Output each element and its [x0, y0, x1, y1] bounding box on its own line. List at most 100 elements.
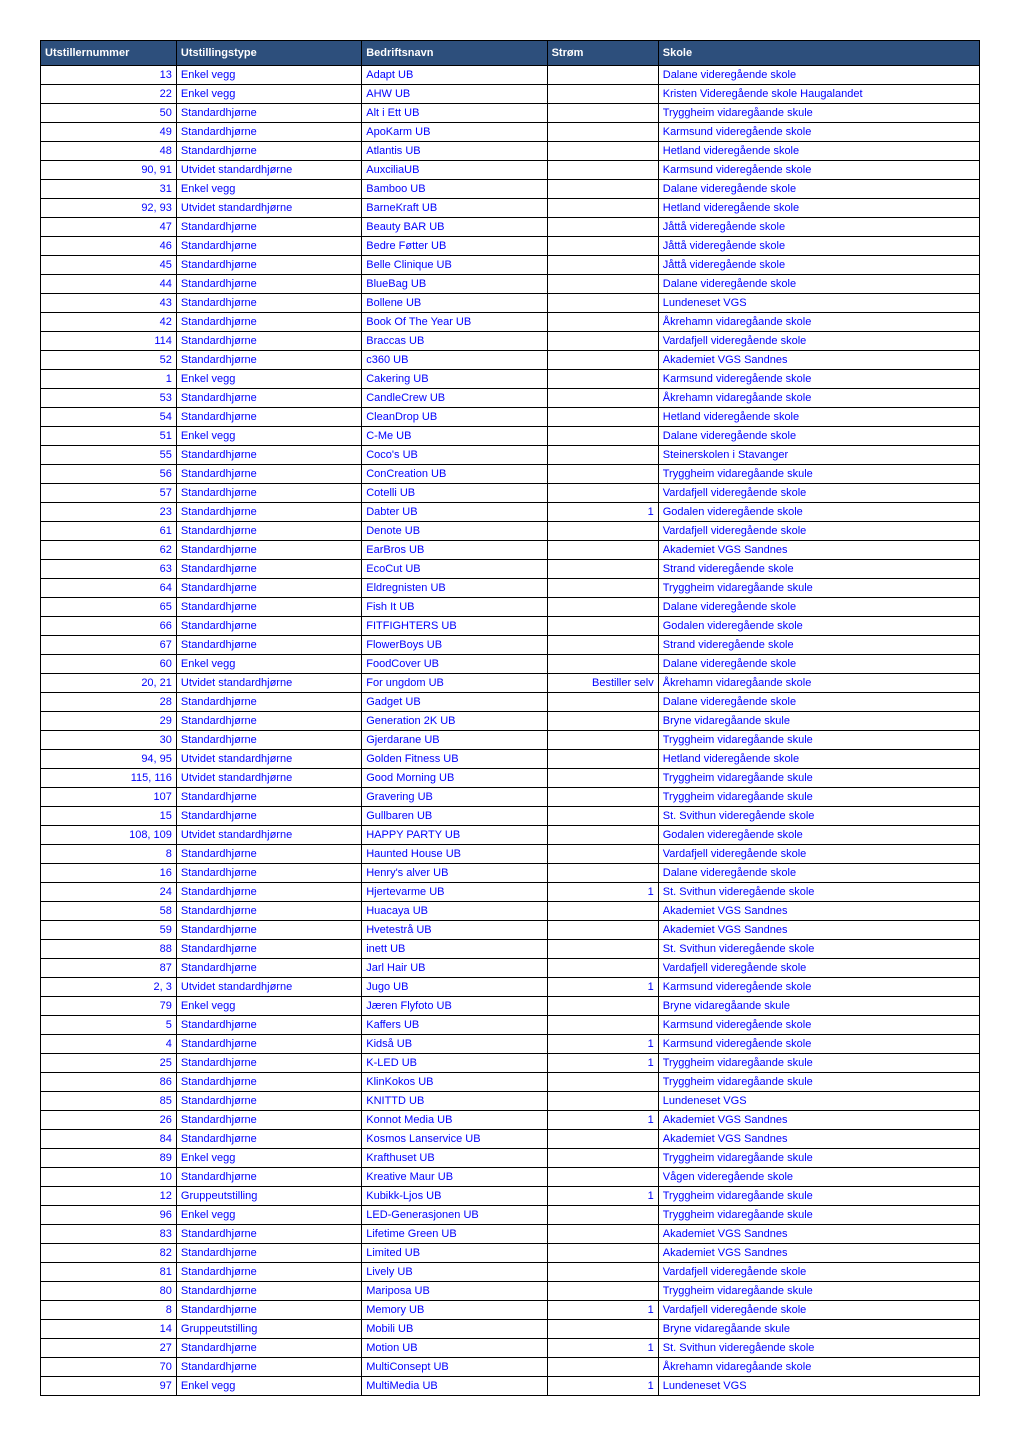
table-cell: 10	[41, 1168, 177, 1187]
table-cell	[547, 408, 658, 427]
table-cell: ApoKarm UB	[362, 123, 547, 142]
table-cell: Åkrehamn vidaregåande skole	[658, 389, 979, 408]
table-cell: Vardafjell videregående skole	[658, 959, 979, 978]
table-row: 63StandardhjørneEcoCut UBStrand videregå…	[41, 560, 980, 579]
table-cell: Denote UB	[362, 522, 547, 541]
table-cell: 70	[41, 1358, 177, 1377]
table-cell: Standardhjørne	[176, 256, 361, 275]
table-cell: 81	[41, 1263, 177, 1282]
table-cell	[547, 142, 658, 161]
table-cell: 1	[547, 1111, 658, 1130]
exhibitor-table: Utstillernummer Utstillingstype Bedrifts…	[40, 40, 980, 1396]
table-cell: Standardhjørne	[176, 1016, 361, 1035]
table-cell	[547, 370, 658, 389]
table-row: 45StandardhjørneBelle Clinique UBJåttå v…	[41, 256, 980, 275]
table-cell: 30	[41, 731, 177, 750]
table-cell: 46	[41, 237, 177, 256]
table-cell: 42	[41, 313, 177, 332]
table-row: 107StandardhjørneGravering UBTryggheim v…	[41, 788, 980, 807]
table-cell: 15	[41, 807, 177, 826]
table-cell: 114	[41, 332, 177, 351]
table-cell: 44	[41, 275, 177, 294]
table-cell: Dalane videregående skole	[658, 864, 979, 883]
table-cell: Bamboo UB	[362, 180, 547, 199]
table-cell: Krafthuset UB	[362, 1149, 547, 1168]
table-cell: Standardhjørne	[176, 1339, 361, 1358]
table-cell: 29	[41, 712, 177, 731]
table-cell: Hetland videregående skole	[658, 408, 979, 427]
table-cell: Standardhjørne	[176, 1263, 361, 1282]
table-cell: 56	[41, 465, 177, 484]
table-cell: 55	[41, 446, 177, 465]
table-row: 31Enkel veggBamboo UBDalane videregående…	[41, 180, 980, 199]
table-cell: Standardhjørne	[176, 294, 361, 313]
table-row: 70StandardhjørneMultiConsept UBÅkrehamn …	[41, 1358, 980, 1377]
table-cell: 1	[547, 978, 658, 997]
table-cell: Eldregnisten UB	[362, 579, 547, 598]
table-cell	[547, 427, 658, 446]
table-row: 30StandardhjørneGjerdarane UBTryggheim v…	[41, 731, 980, 750]
table-cell: 2, 3	[41, 978, 177, 997]
table-cell: Braccas UB	[362, 332, 547, 351]
table-cell: Book Of The Year UB	[362, 313, 547, 332]
table-cell: Vardafjell videregående skole	[658, 484, 979, 503]
table-cell: 31	[41, 180, 177, 199]
table-cell: Standardhjørne	[176, 313, 361, 332]
table-cell: Standardhjørne	[176, 807, 361, 826]
table-cell: Standardhjørne	[176, 940, 361, 959]
table-cell: Fish It UB	[362, 598, 547, 617]
table-cell: 107	[41, 788, 177, 807]
table-cell: 87	[41, 959, 177, 978]
table-cell: 52	[41, 351, 177, 370]
table-cell: Hetland videregående skole	[658, 199, 979, 218]
table-cell: 1	[547, 1339, 658, 1358]
table-cell: AuxciliaUB	[362, 161, 547, 180]
table-cell	[547, 1149, 658, 1168]
table-cell	[547, 731, 658, 750]
table-cell: Gravering UB	[362, 788, 547, 807]
table-cell: Standardhjørne	[176, 902, 361, 921]
table-row: 28StandardhjørneGadget UBDalane videregå…	[41, 693, 980, 712]
table-cell	[547, 598, 658, 617]
table-cell	[547, 1225, 658, 1244]
table-row: 26StandardhjørneKonnot Media UB1Akademie…	[41, 1111, 980, 1130]
table-cell	[547, 237, 658, 256]
table-row: 29StandardhjørneGeneration 2K UBBryne vi…	[41, 712, 980, 731]
table-cell: 14	[41, 1320, 177, 1339]
table-cell	[547, 351, 658, 370]
table-cell: Generation 2K UB	[362, 712, 547, 731]
table-row: 22Enkel veggAHW UBKristen Videregående s…	[41, 85, 980, 104]
table-cell: FlowerBoys UB	[362, 636, 547, 655]
table-cell: Golden Fitness UB	[362, 750, 547, 769]
table-cell: Godalen videregående skole	[658, 503, 979, 522]
table-row: 27StandardhjørneMotion UB1St. Svithun vi…	[41, 1339, 980, 1358]
table-cell: AHW UB	[362, 85, 547, 104]
table-cell: ConCreation UB	[362, 465, 547, 484]
table-cell: Standardhjørne	[176, 1035, 361, 1054]
table-cell	[547, 788, 658, 807]
table-cell: 54	[41, 408, 177, 427]
table-cell: Tryggheim vidaregåande skule	[658, 579, 979, 598]
table-cell	[547, 959, 658, 978]
table-row: 50StandardhjørneAlt i Ett UBTryggheim vi…	[41, 104, 980, 123]
table-cell: c360 UB	[362, 351, 547, 370]
table-cell: Kaffers UB	[362, 1016, 547, 1035]
table-cell	[547, 541, 658, 560]
table-cell: Tryggheim vidaregåande skule	[658, 731, 979, 750]
table-cell	[547, 1206, 658, 1225]
table-row: 15StandardhjørneGullbaren UBSt. Svithun …	[41, 807, 980, 826]
table-cell: 96	[41, 1206, 177, 1225]
table-cell	[547, 807, 658, 826]
table-cell: Steinerskolen i Stavanger	[658, 446, 979, 465]
table-cell: Åkrehamn vidaregåande skole	[658, 674, 979, 693]
table-cell: 86	[41, 1073, 177, 1092]
table-cell: 23	[41, 503, 177, 522]
table-cell: FoodCover UB	[362, 655, 547, 674]
table-cell: 1	[547, 1377, 658, 1396]
table-cell: Hetland videregående skole	[658, 142, 979, 161]
table-cell: C-Me UB	[362, 427, 547, 446]
table-row: 81StandardhjørneLively UBVardafjell vide…	[41, 1263, 980, 1282]
table-cell: Vardafjell videregående skole	[658, 845, 979, 864]
table-cell: Adapt UB	[362, 66, 547, 85]
table-cell: Tryggheim vidaregåande skule	[658, 769, 979, 788]
